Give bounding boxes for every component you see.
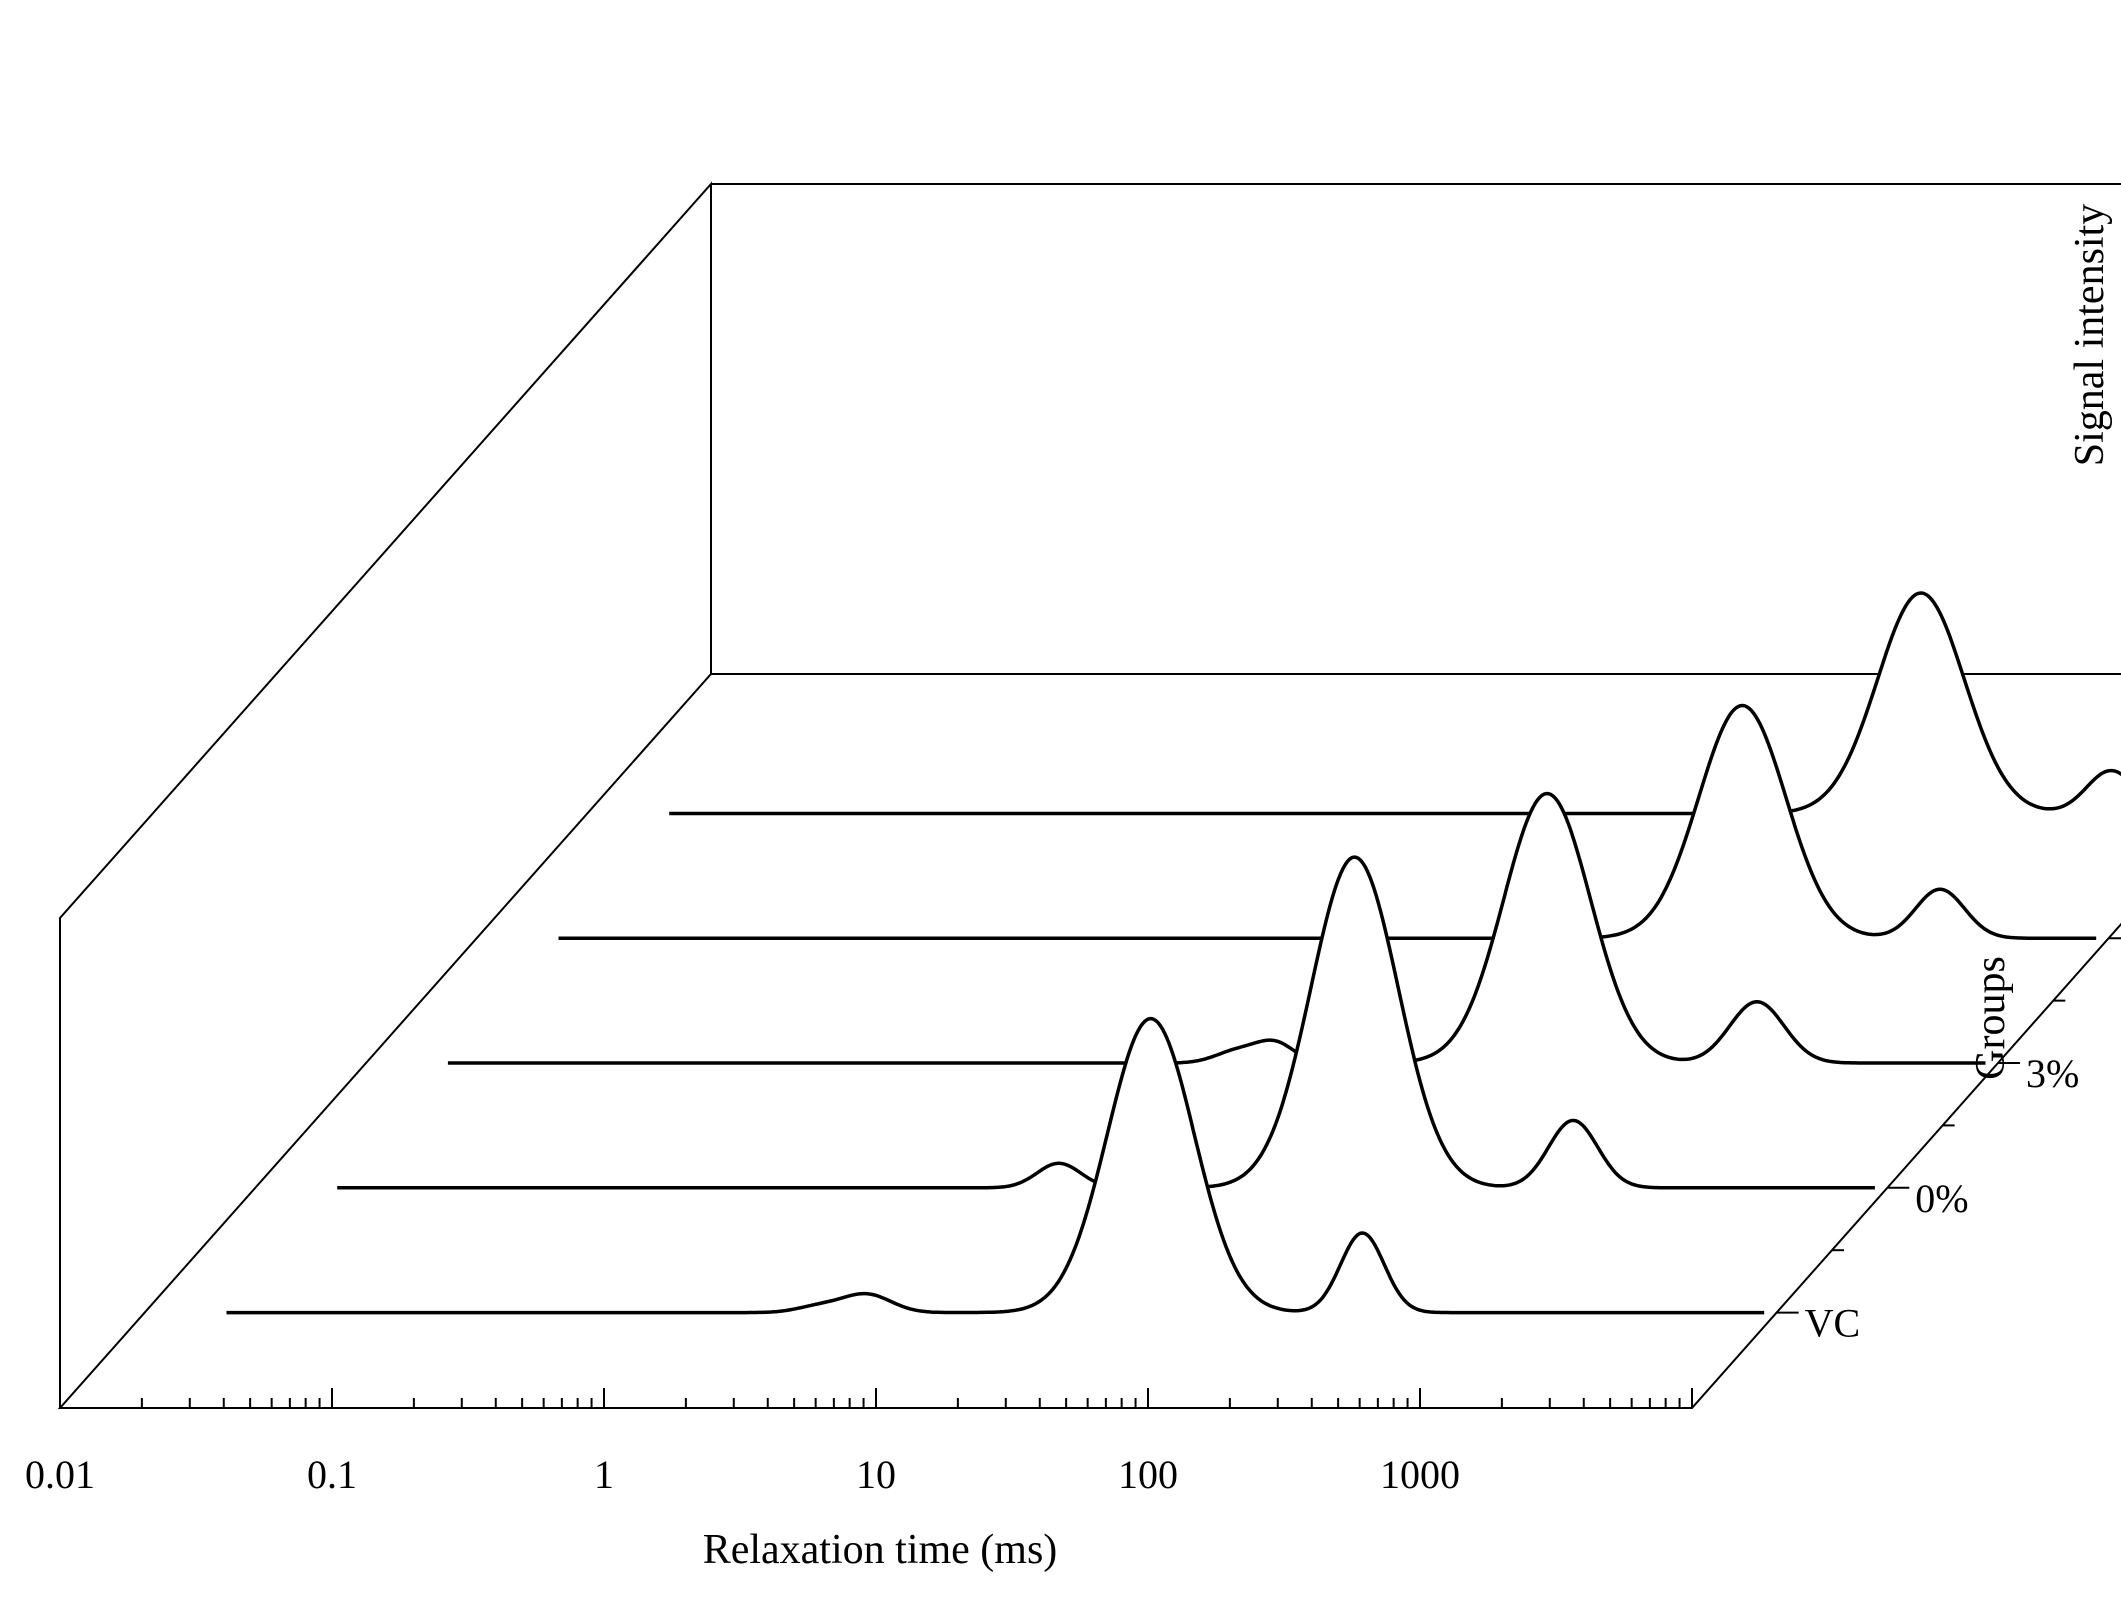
x-tick-label: 10 [856, 1452, 896, 1497]
y-axis-title: Signal intensity [2067, 204, 2113, 467]
z-tick-label: 0% [1915, 1176, 1968, 1221]
z-axis-title: Groups [1968, 956, 2014, 1080]
x-tick-label: 0.01 [25, 1452, 95, 1497]
left-wall [60, 184, 711, 1408]
x-tick-label: 1000 [1380, 1452, 1460, 1497]
x-tick-label: 100 [1118, 1452, 1178, 1497]
x-tick-label: 0.1 [307, 1452, 357, 1497]
z-tick-label: VC [1805, 1301, 1861, 1346]
x-tick-label: 1 [594, 1452, 614, 1497]
series-traces [227, 593, 2121, 1313]
x-axis-title: Relaxation time (ms) [703, 1527, 1058, 1573]
z-tick-label: 3% [2026, 1051, 2079, 1096]
series-line-7pct [669, 593, 2121, 814]
